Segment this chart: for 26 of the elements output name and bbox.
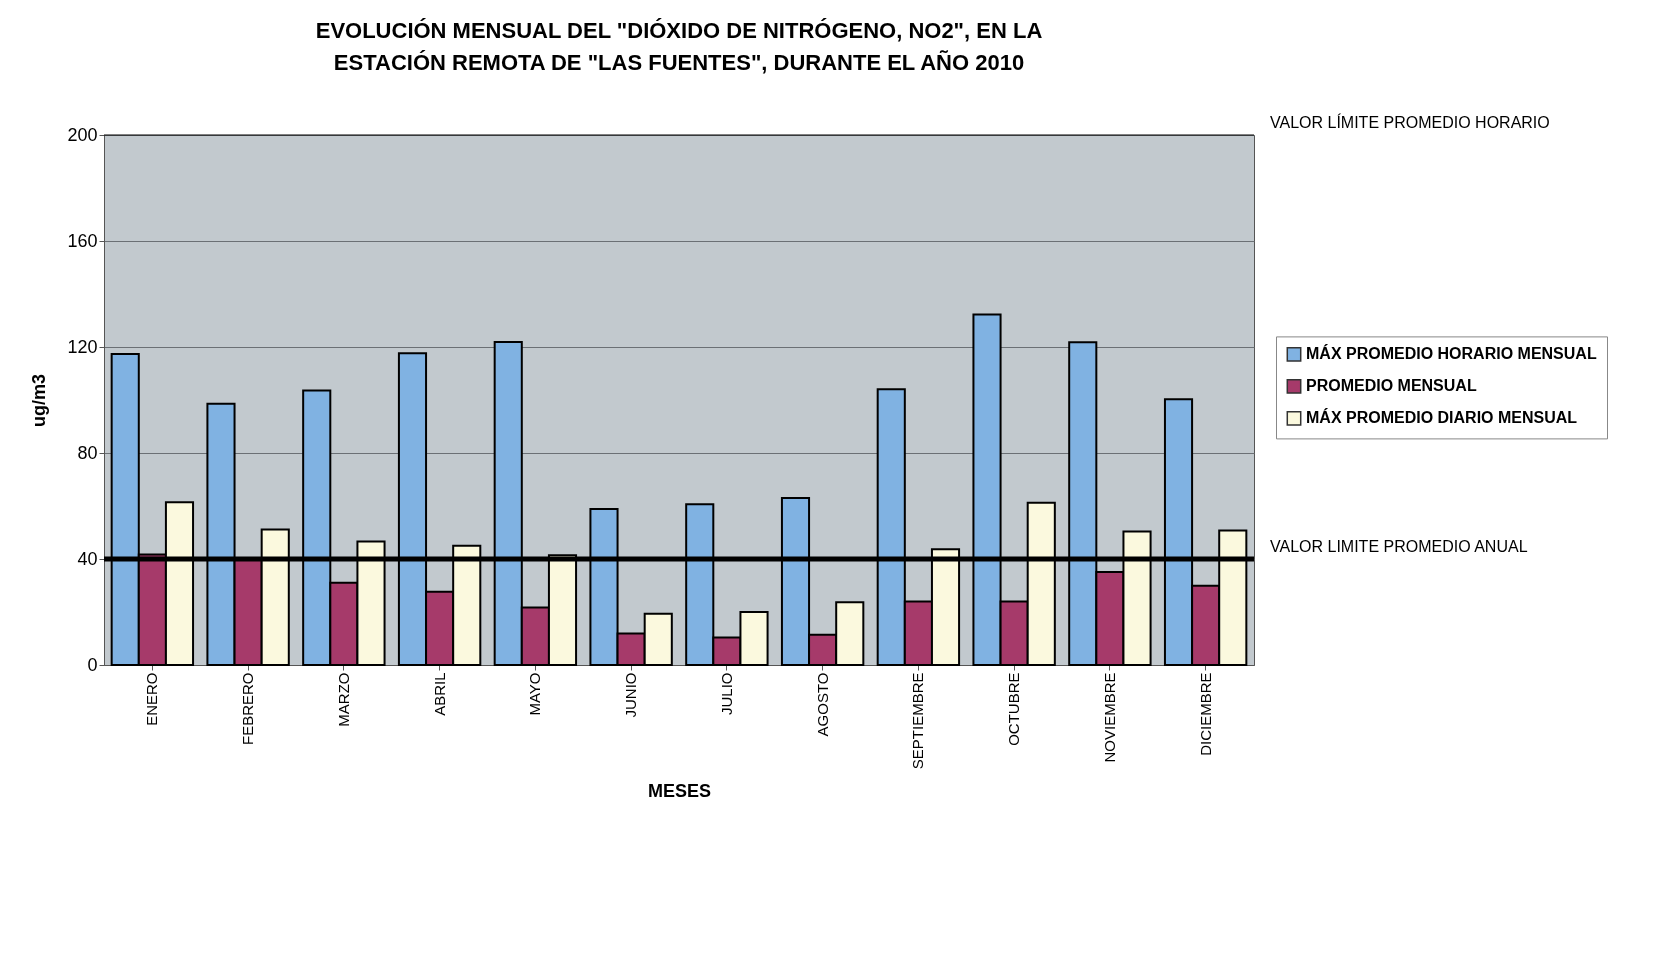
legend-label: MÁX PROMEDIO DIARIO MENSUAL [1306, 408, 1578, 427]
y-tick-label: 0 [87, 654, 98, 675]
x-tick-label: OCTUBRE [1005, 672, 1023, 746]
y-tick-label: 120 [67, 336, 98, 357]
x-tick-label: SEPTIEMBRE [909, 672, 927, 770]
legend-label: PROMEDIO MENSUAL [1306, 377, 1477, 395]
y-tick-label: 160 [67, 230, 98, 251]
x-tick-label: ENERO [143, 672, 161, 726]
x-tick-label: DICIEMBRE [1196, 672, 1214, 756]
x-tick-label: MAYO [526, 672, 544, 716]
x-tick-label: ABRIL [430, 672, 448, 716]
x-tick-label: MARZO [334, 672, 352, 727]
x-axis-title: MESES [647, 781, 712, 802]
y-axis-title: ug/m3 [29, 373, 50, 428]
y-tick-label: 40 [77, 548, 98, 569]
y-tick-label: 200 [67, 124, 98, 145]
ref-line-label: VALOR LÍMITE PROMEDIO HORARIO [1270, 113, 1550, 131]
x-tick-label: AGOSTO [813, 672, 831, 737]
x-tick-label: FEBRERO [239, 672, 257, 746]
chart-title: EVOLUCIÓN MENSUAL DEL "DIÓXIDO DE NITRÓGENO, NO2", EN LA ESTACIÓN REMOTA DE "LAS FUENTES", DURANTE EL AÑO 2010 [315, 18, 1043, 75]
x-tick-label: JULIO [717, 672, 735, 716]
legend-label: MÁX PROMEDIO HORARIO MENSUAL [1306, 344, 1597, 363]
x-tick-label: JUNIO [622, 672, 640, 718]
ref-line-label: VALOR LIMITE PROMEDIO ANUAL [1270, 538, 1528, 555]
x-tick-label: NOVIEMBRE [1100, 672, 1118, 763]
y-tick-label: 80 [77, 442, 98, 463]
